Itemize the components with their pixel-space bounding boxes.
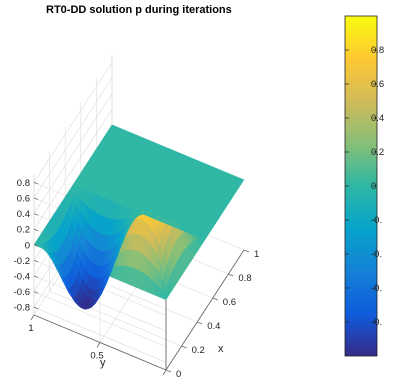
x-tick-label: 0.6 <box>223 297 236 308</box>
colorbar-ticks: 0.8 0.6 0.4 0.2 0 -0. -0. -0. -0. <box>345 45 384 328</box>
surface-plot <box>33 124 245 310</box>
colorbar-tick-label: -0. <box>371 317 382 328</box>
colorbar-tick-label: -0. <box>371 215 382 226</box>
surface-patch <box>237 177 245 184</box>
colorbar-gradient <box>344 15 378 357</box>
z-tick-label: 0.2 <box>17 225 30 236</box>
y-tick-label: 0.5 <box>90 351 103 362</box>
colorbar-tick-label: 0.8 <box>371 45 384 56</box>
colorbar-tick-label: 0.6 <box>371 79 384 90</box>
colorbar: 0.8 0.6 0.4 0.2 0 -0. -0. -0. -0. <box>344 15 384 357</box>
z-tick-label: -0.2 <box>14 256 30 267</box>
y-tick-label: 1 <box>28 323 33 334</box>
z-tick-label: 0.8 <box>17 178 30 189</box>
x-tick-label: 0.8 <box>238 273 251 284</box>
y-axis-label: y <box>100 357 106 369</box>
chart-title: RT0-DD solution p during iterations <box>46 4 232 16</box>
colorbar-tick-label: 0.2 <box>371 147 384 158</box>
z-tick-label: 0.4 <box>17 209 30 220</box>
z-tick-label: 0.6 <box>17 194 30 205</box>
z-tick-label: -0.6 <box>14 287 30 298</box>
axis-ticks: -0.8 -0.6 -0.4 -0.2 0 0.2 0.4 0.6 0.8 0 0.2 0.4 0.6 0… <box>14 178 260 378</box>
z-tick-label: -0.8 <box>14 303 30 314</box>
x-tick-label: 1 <box>254 249 259 260</box>
colorbar-tick-label: -0. <box>371 283 382 294</box>
x-tick-label: 0.2 <box>192 345 205 356</box>
z-tick-label: 0 <box>25 240 30 251</box>
axes-box: -0.8 -0.6 -0.4 -0.2 0 0.2 0.4 0.6 0.8 0 0.2 0.4 0.6 0… <box>14 54 260 378</box>
z-tick-label: -0.4 <box>14 272 30 283</box>
x-axis-label: x <box>218 343 224 355</box>
colorbar-tick-label: 0 <box>371 181 376 192</box>
colorbar-tick-label: -0. <box>371 249 382 260</box>
x-tick-label: 0.4 <box>207 321 220 332</box>
colorbar-tick-label: 0.4 <box>371 113 384 124</box>
x-tick-label: 0 <box>176 369 181 378</box>
